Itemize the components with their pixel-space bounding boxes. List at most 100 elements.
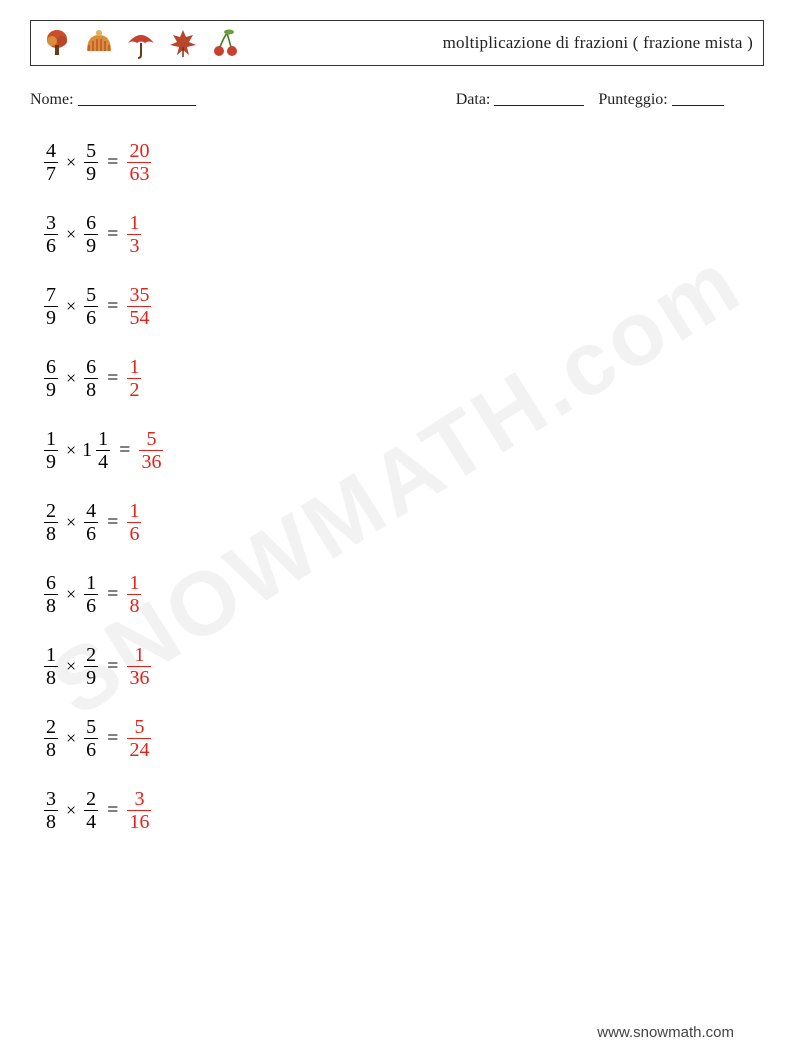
fraction-numerator: 4 (84, 501, 98, 522)
times-symbol: × (66, 296, 76, 317)
fraction-numerator: 3 (44, 789, 58, 810)
worksheet-title: moltiplicazione di frazioni ( frazione m… (443, 33, 753, 53)
name-label: Nome: (30, 91, 74, 108)
fraction-numerator: 1 (127, 501, 141, 522)
fraction: 29 (84, 645, 98, 688)
problem-row: 69 × 68 = 12 (42, 353, 764, 403)
date-blank[interactable] (494, 90, 584, 106)
name-blank[interactable] (78, 90, 196, 106)
fraction-numerator: 5 (84, 285, 98, 306)
fraction: 47 (44, 141, 58, 184)
leaf-icon (167, 27, 199, 59)
fraction-denominator: 16 (127, 810, 151, 832)
fraction: 18 (44, 645, 58, 688)
times-symbol: × (66, 800, 76, 821)
equals-symbol: = (107, 511, 118, 534)
fraction-denominator: 9 (44, 378, 58, 400)
equals-symbol: = (107, 151, 118, 174)
fraction-numerator: 5 (84, 717, 98, 738)
equals-symbol: = (107, 367, 118, 390)
fraction-numerator: 4 (44, 141, 58, 162)
fraction-denominator: 8 (84, 378, 98, 400)
fraction-denominator: 8 (44, 594, 58, 616)
fraction-denominator: 63 (127, 162, 151, 184)
problem-row: 28×46=16 (42, 497, 764, 547)
fraction: 28 (44, 501, 58, 544)
umbrella-icon (125, 27, 157, 59)
fraction-numerator: 1 (44, 645, 58, 666)
problem-row: 38×24=316 (42, 785, 764, 835)
fraction: 14 (96, 429, 110, 472)
score-label: Punteggio: (598, 91, 667, 108)
fraction-denominator: 9 (44, 306, 58, 328)
fraction-numerator: 35 (127, 285, 151, 306)
header-box: moltiplicazione di frazioni ( frazione m… (30, 20, 764, 66)
answer-fraction: 16 (127, 501, 141, 544)
fraction-numerator: 1 (127, 573, 141, 594)
fraction-denominator: 7 (44, 162, 58, 184)
fraction: 19 (44, 429, 58, 472)
fraction-numerator: 2 (44, 717, 58, 738)
score-field: Punteggio: (598, 88, 723, 109)
fraction: 56 (84, 717, 98, 760)
fraction: 36 (44, 213, 58, 256)
fraction: 38 (44, 789, 58, 832)
times-symbol: × (66, 656, 76, 677)
fraction: 69 (84, 213, 98, 256)
answer-fraction: 316 (127, 789, 151, 832)
answer-fraction: 12 (127, 357, 141, 400)
fraction: 16 (84, 573, 98, 616)
fraction-numerator: 6 (84, 213, 98, 234)
problem-row: 36×69=13 (42, 209, 764, 259)
times-symbol: × (66, 440, 76, 461)
answer-fraction: 2063 (127, 141, 151, 184)
cherry-icon (209, 27, 241, 59)
fraction: 68 (84, 357, 98, 400)
fraction-numerator: 1 (84, 573, 98, 594)
problem-row: 68×16=18 (42, 569, 764, 619)
fraction: 28 (44, 717, 58, 760)
fraction-denominator: 3 (127, 234, 141, 256)
equals-symbol: = (107, 655, 118, 678)
fraction-denominator: 4 (96, 450, 110, 472)
info-row: Nome: Data: Punteggio: (30, 88, 764, 109)
problems-list: 47×59=206336×69=1379×56=355469×68=1219×1… (30, 137, 764, 835)
fraction-denominator: 6 (84, 594, 98, 616)
fraction-denominator: 8 (44, 810, 58, 832)
fraction-numerator: 2 (44, 501, 58, 522)
mixed-whole: 1 (82, 439, 92, 462)
fraction-denominator: 9 (84, 234, 98, 256)
fraction: 68 (44, 573, 58, 616)
fraction-numerator: 5 (84, 141, 98, 162)
problem-row: 28×56=524 (42, 713, 764, 763)
answer-fraction: 3554 (127, 285, 151, 328)
fraction-denominator: 6 (127, 522, 141, 544)
date-label: Data: (456, 91, 491, 108)
fraction-numerator: 1 (132, 645, 146, 666)
times-symbol: × (66, 512, 76, 533)
score-blank[interactable] (672, 90, 724, 106)
equals-symbol: = (107, 295, 118, 318)
fraction-denominator: 8 (127, 594, 141, 616)
fraction-denominator: 9 (84, 666, 98, 688)
fraction-denominator: 8 (44, 522, 58, 544)
fraction-denominator: 8 (44, 738, 58, 760)
problem-row: 18×29=136 (42, 641, 764, 691)
fraction-numerator: 6 (44, 573, 58, 594)
fraction-denominator: 6 (44, 234, 58, 256)
equals-symbol: = (119, 439, 130, 462)
fraction-numerator: 1 (127, 357, 141, 378)
fraction-numerator: 3 (132, 789, 146, 810)
worksheet-page: SNOWMATH.com (0, 0, 794, 1053)
problem-row: 79×56=3554 (42, 281, 764, 331)
times-symbol: × (66, 224, 76, 245)
footer-url: www.snowmath.com (597, 1024, 734, 1041)
fraction-numerator: 20 (127, 141, 151, 162)
icon-row (41, 27, 241, 59)
fraction: 56 (84, 285, 98, 328)
fraction: 46 (84, 501, 98, 544)
times-symbol: × (66, 368, 76, 389)
fraction-denominator: 36 (139, 450, 163, 472)
fraction: 69 (44, 357, 58, 400)
fraction-numerator: 2 (84, 645, 98, 666)
